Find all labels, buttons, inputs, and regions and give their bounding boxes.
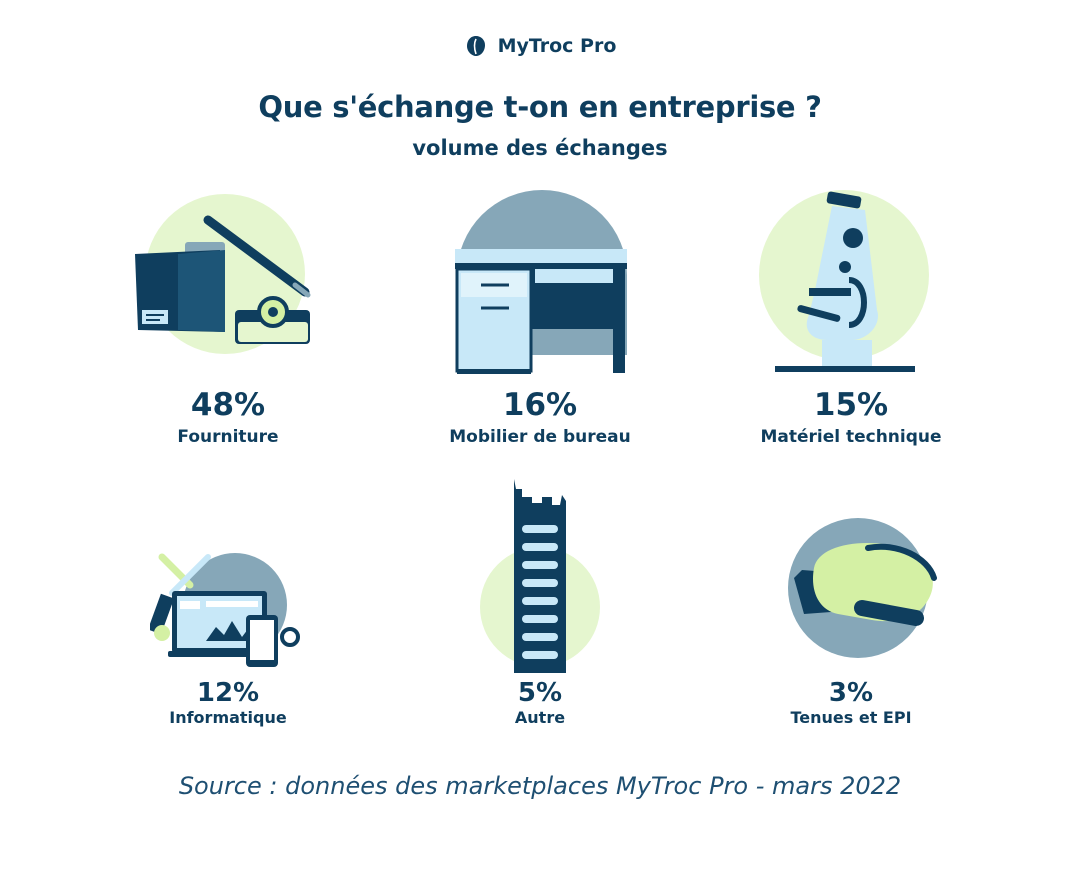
value-label: 15%: [813, 387, 889, 423]
helmet-icon: [778, 518, 943, 663]
category-label: Matériel technique: [760, 427, 942, 447]
desk-icon: [455, 185, 630, 375]
category-label: Informatique: [169, 708, 287, 727]
page-subtitle: volume des échanges: [412, 136, 668, 160]
category-fourniture: 48% Fourniture: [88, 387, 368, 448]
building-icon: [480, 475, 605, 675]
category-label: Fourniture: [177, 427, 279, 447]
brand: MyTroc Pro: [0, 34, 1080, 58]
value-label: 48%: [190, 387, 266, 423]
value-label: 5%: [517, 678, 563, 708]
brand-name: MyTroc Pro: [497, 35, 617, 57]
microscope-icon: [757, 190, 932, 375]
office-supplies-icon: [130, 192, 320, 357]
computer-devices-icon: [150, 543, 300, 673]
category-informatique: 12% Informatique: [88, 680, 368, 727]
leaf-icon: [466, 36, 485, 56]
category-label: Mobilier de bureau: [449, 427, 631, 447]
category-label: Autre: [514, 708, 566, 727]
category-tenues-et-epi: 3% Tenues et EPI: [711, 680, 991, 727]
category-materiel-technique: 15% Matériel technique: [711, 387, 991, 448]
category-label: Tenues et EPI: [790, 708, 912, 727]
value-label: 16%: [502, 387, 578, 423]
value-label: 3%: [828, 678, 874, 708]
value-label: 12%: [196, 678, 260, 708]
page-title: Que s'échange t-on en entreprise ?: [258, 90, 822, 124]
source-note: Source : données des marketplaces MyTroc…: [178, 772, 902, 800]
category-autre: 5% Autre: [400, 680, 680, 727]
category-mobilier-de-bureau: 16% Mobilier de bureau: [400, 387, 680, 448]
